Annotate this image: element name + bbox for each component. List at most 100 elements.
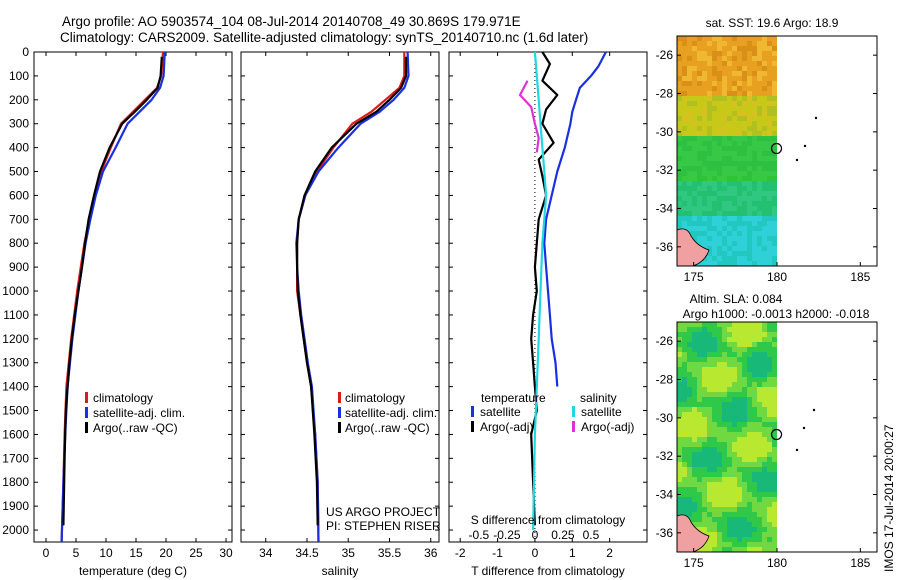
map-cell (747, 216, 752, 221)
map-cell (747, 412, 752, 417)
map-cell (717, 347, 722, 352)
map-cell (747, 347, 752, 352)
map-cell (737, 447, 742, 452)
map-cell (717, 121, 722, 126)
map-cell (682, 41, 687, 46)
map-cell (732, 482, 737, 487)
map-cell (717, 176, 722, 181)
map-cell (732, 131, 737, 136)
map-cell (737, 56, 742, 61)
map-cell (742, 51, 747, 56)
map-cell (757, 507, 762, 512)
map-cell (722, 337, 727, 342)
legend-swatch-climatology (85, 392, 88, 403)
map-cell (732, 201, 737, 206)
map-cell (737, 467, 742, 472)
map-cell (757, 392, 762, 397)
map-cell (762, 101, 767, 106)
map-cell (692, 121, 697, 126)
map-cell (732, 512, 737, 517)
map-cell (692, 437, 697, 442)
map-cell (722, 86, 727, 91)
map-cell (717, 71, 722, 76)
map-cell (727, 91, 732, 96)
map-cell (762, 246, 767, 251)
map-cell (677, 322, 682, 327)
map-cell (687, 382, 692, 387)
s-tick-label: 0.25 (551, 528, 575, 542)
map-cell (747, 211, 752, 216)
map-cell (767, 181, 772, 186)
map-cell (752, 407, 757, 412)
map-cell (707, 66, 712, 71)
map-cell (677, 387, 682, 392)
map-cell (697, 146, 702, 151)
map-cell (697, 442, 702, 447)
map-cell (737, 91, 742, 96)
legend-label-t-argo: Argo(-adj) (480, 420, 533, 434)
map-cell (727, 492, 732, 497)
map-cell (697, 372, 702, 377)
map-cell (722, 437, 727, 442)
map-cell (742, 432, 747, 437)
map-cell (722, 527, 727, 532)
map-cell (742, 161, 747, 166)
map-cell (747, 397, 752, 402)
map-cell (772, 251, 777, 256)
map-cell (757, 96, 762, 101)
map-cell (707, 352, 712, 357)
map-cell (702, 96, 707, 101)
map-cell (707, 547, 712, 552)
map-cell (747, 442, 752, 447)
map-cell (727, 221, 732, 226)
map-cell (757, 497, 762, 502)
map-cell (717, 372, 722, 377)
map-cell (737, 527, 742, 532)
map-cell (752, 512, 757, 517)
map-cell (747, 337, 752, 342)
map-cell (697, 211, 702, 216)
map-cell (717, 437, 722, 442)
map-cell (772, 392, 777, 397)
map-cell (727, 512, 732, 517)
map-cell (712, 367, 717, 372)
map-cell (717, 146, 722, 151)
map-cell (707, 91, 712, 96)
map-cell (772, 482, 777, 487)
map-cell (697, 347, 702, 352)
map-cell (772, 191, 777, 196)
x-tick-label: 25 (189, 546, 203, 560)
map-x-tick-label: 185 (850, 556, 870, 570)
map-cell (732, 186, 737, 191)
map-cell (697, 111, 702, 116)
map-cell (697, 437, 702, 442)
map-cell (717, 362, 722, 367)
map-cell (692, 477, 697, 482)
map-cell (717, 547, 722, 552)
map-cell (712, 377, 717, 382)
map-cell (722, 467, 727, 472)
map-cell (752, 86, 757, 91)
map-cell (712, 392, 717, 397)
map-cell (752, 462, 757, 467)
map-cell (717, 352, 722, 357)
map-cell (712, 432, 717, 437)
map-cell (767, 372, 772, 377)
map-cell (757, 512, 762, 517)
map-cell (727, 402, 732, 407)
map-cell (677, 216, 682, 221)
map-cell (767, 402, 772, 407)
map-cell (732, 36, 737, 41)
map-cell (717, 487, 722, 492)
map-cell (772, 387, 777, 392)
map-cell (682, 392, 687, 397)
map-cell (717, 151, 722, 156)
map-cell (687, 342, 692, 347)
map-cell (727, 156, 732, 161)
map-cell (692, 201, 697, 206)
map-cell (687, 186, 692, 191)
map-cell (687, 161, 692, 166)
map-cell (717, 191, 722, 196)
map-cell (722, 372, 727, 377)
map-cell (742, 477, 747, 482)
